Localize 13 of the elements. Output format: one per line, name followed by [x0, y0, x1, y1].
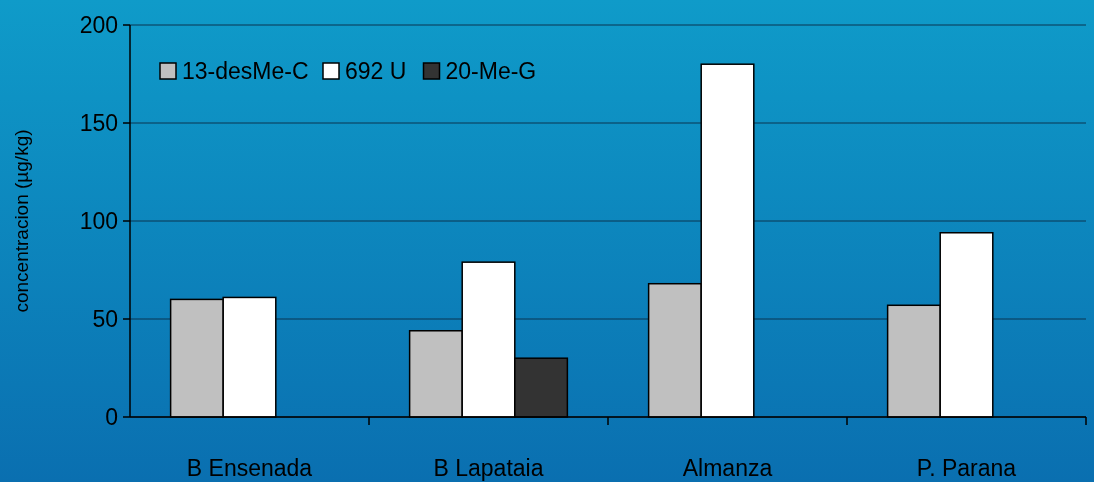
y-tick-label: 150	[79, 110, 118, 137]
y-tick-label: 50	[92, 306, 118, 333]
x-tick-label: B Lapataia	[433, 455, 544, 481]
legend-label: 20-Me-G	[445, 58, 537, 84]
legend-label: 13-desMe-C	[182, 58, 309, 84]
x-tick-label: B Ensenada	[186, 455, 313, 481]
x-tick-label: Almanza	[682, 455, 773, 481]
y-tick-label: 100	[79, 208, 118, 235]
y-tick-label: 0	[105, 404, 118, 431]
y-axis-title: concentracion (µg/kg)	[11, 129, 32, 313]
x-tick-label: P. Parana	[916, 455, 1017, 481]
y-tick-label: 200	[79, 12, 118, 39]
legend-label: 692 U	[345, 58, 407, 84]
